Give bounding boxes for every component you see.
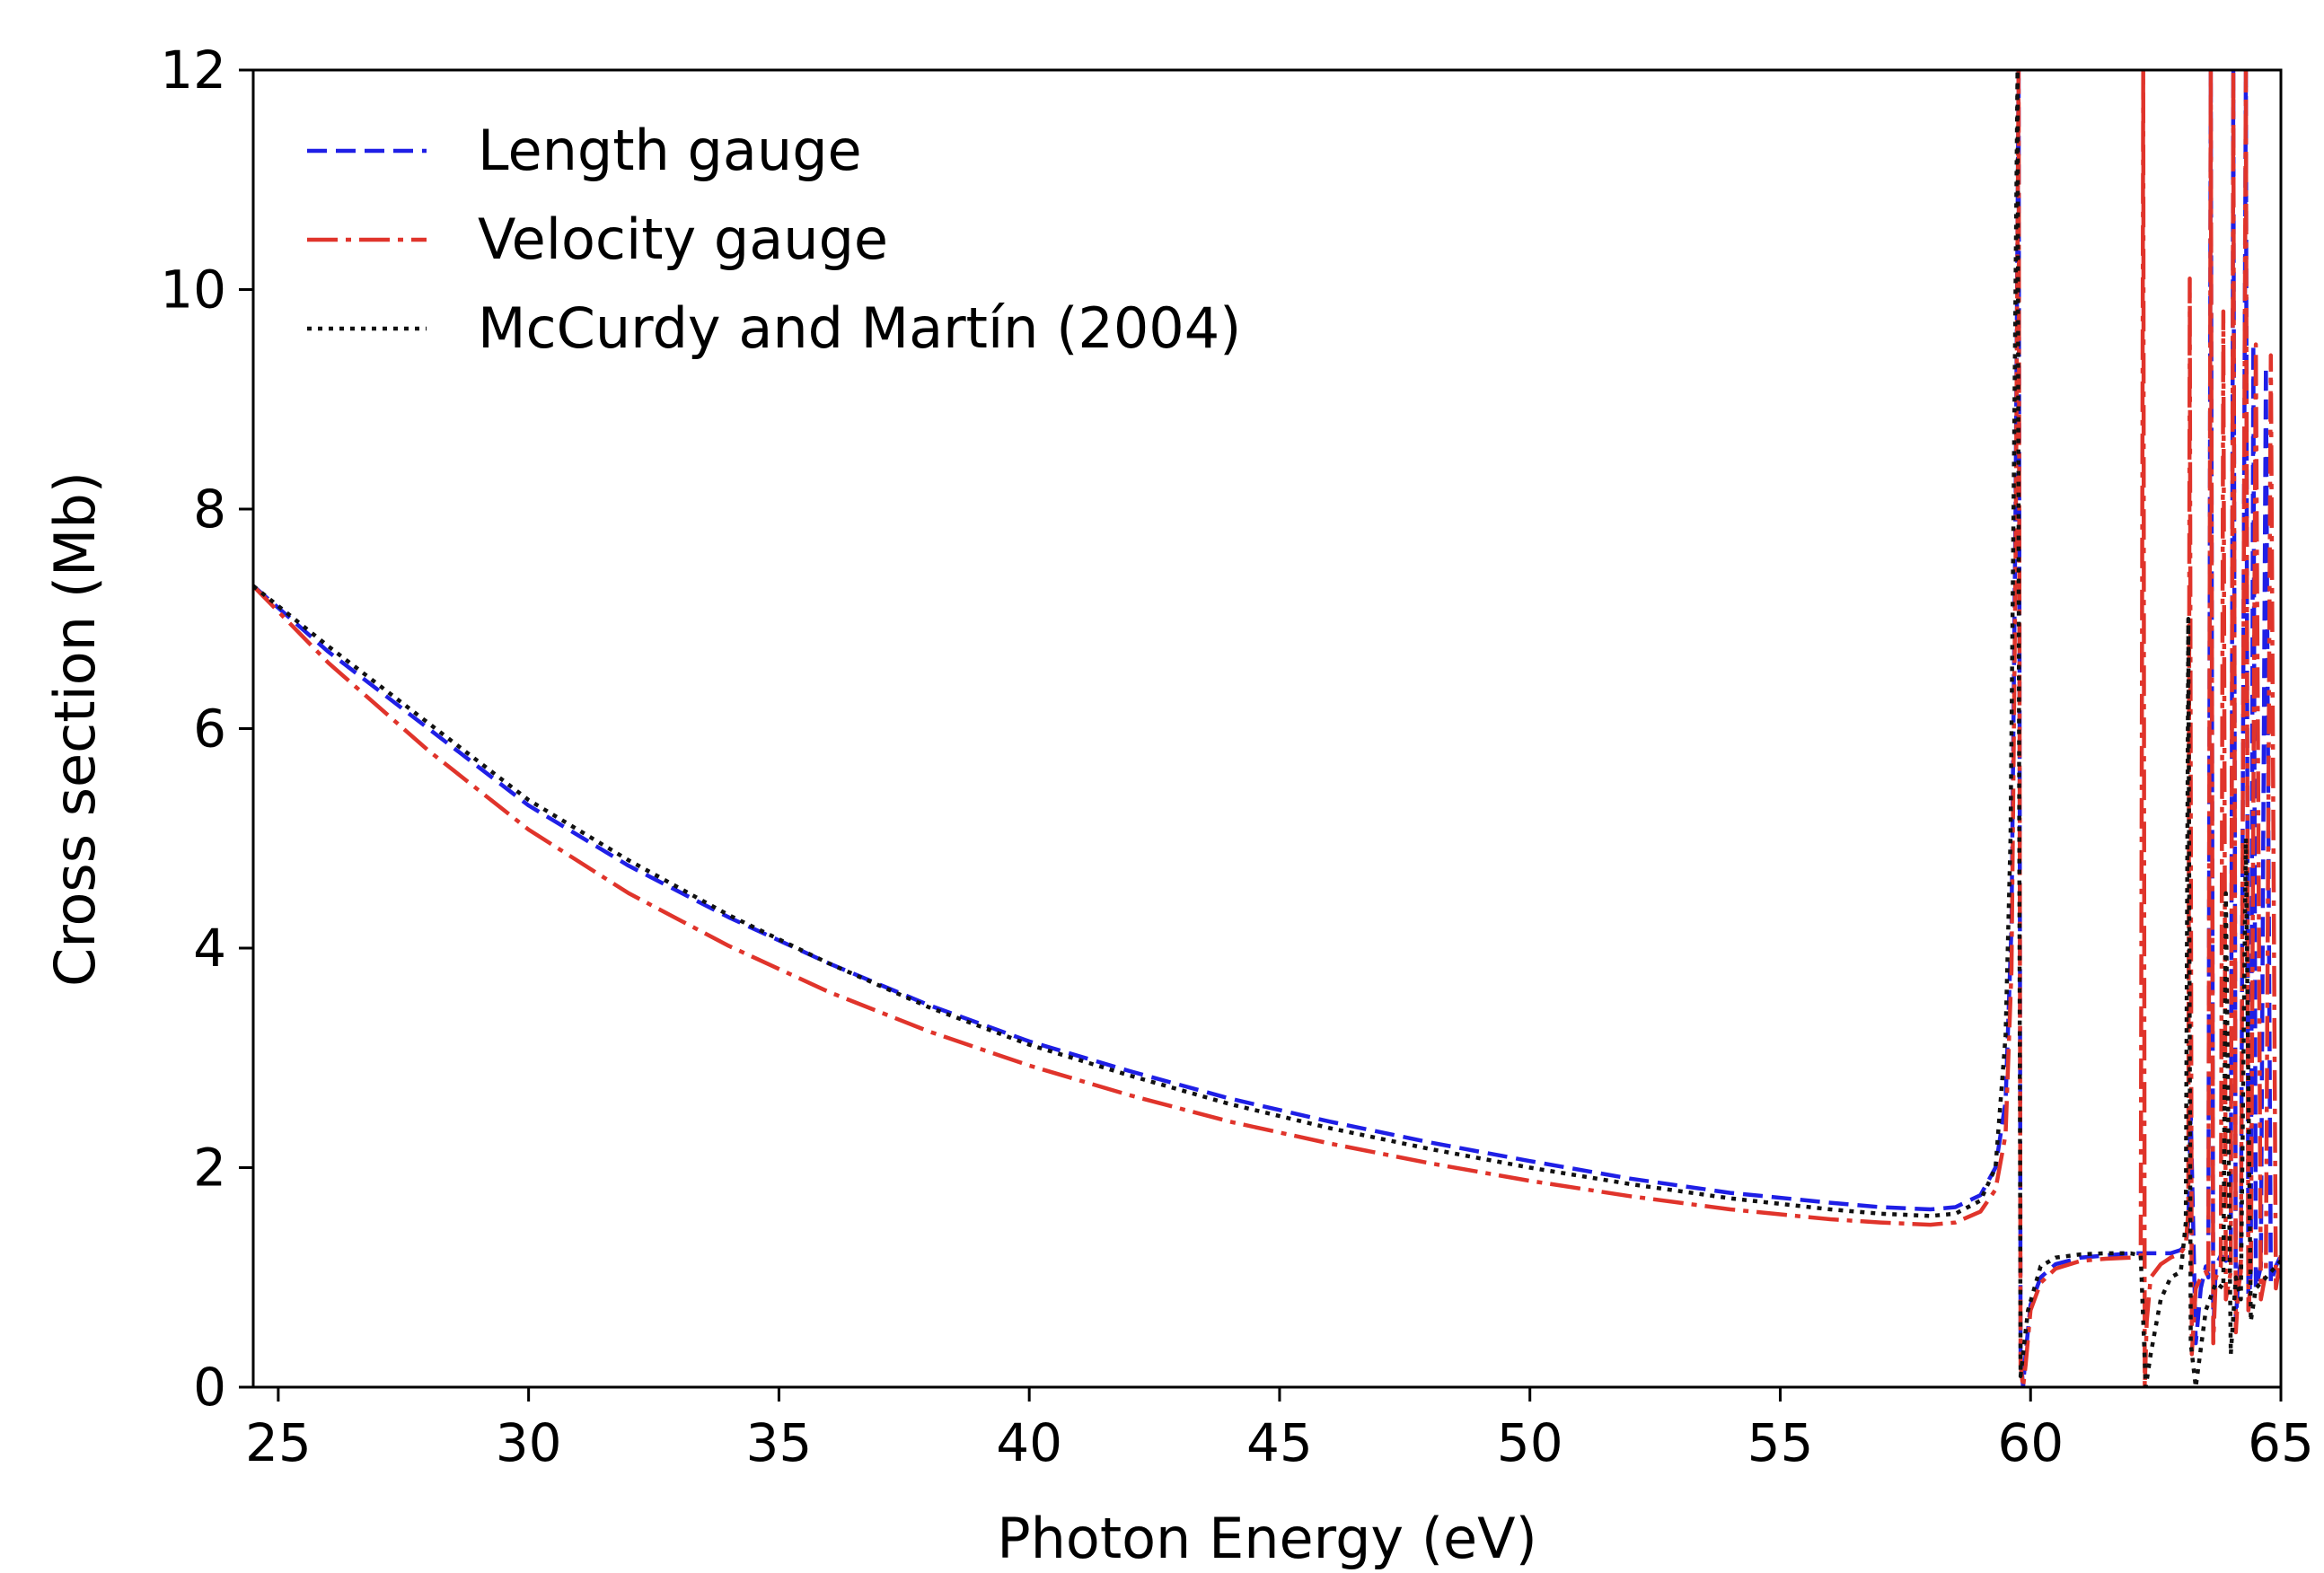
- legend-label: Length gauge: [478, 118, 862, 183]
- series-layer: [253, 70, 2281, 1387]
- x-axis: 25 30 35 40 45 50 55 60 65: [245, 1387, 2314, 1473]
- y-tick-label: 2: [193, 1138, 226, 1199]
- x-tick-label: 35: [746, 1412, 813, 1473]
- y-tick-label: 12: [160, 40, 226, 101]
- x-tick-label: 45: [1246, 1412, 1313, 1473]
- legend-label: McCurdy and Martín (2004): [478, 295, 1241, 361]
- y-tick-label: 0: [193, 1357, 226, 1418]
- y-axis: 0 2 4 6 8 10 12: [160, 40, 253, 1418]
- y-tick-label: 6: [193, 699, 226, 760]
- x-axis-label: Photon Energy (eV): [997, 1506, 1537, 1571]
- legend: Length gauge Velocity gauge McCurdy and Ma…: [307, 118, 1241, 361]
- series-line-3: [253, 70, 2281, 1387]
- x-tick-label: 25: [245, 1412, 312, 1473]
- x-tick-label: 50: [1497, 1412, 1563, 1473]
- y-tick-label: 8: [193, 479, 226, 540]
- x-tick-label: 55: [1747, 1412, 1814, 1473]
- x-tick-label: 40: [996, 1412, 1062, 1473]
- y-tick-label: 4: [193, 918, 226, 979]
- x-tick-label: 30: [496, 1412, 562, 1473]
- x-tick-label: 60: [1997, 1412, 2064, 1473]
- x-tick-label: 65: [2248, 1412, 2314, 1473]
- legend-label: Velocity gauge: [478, 207, 888, 272]
- y-axis-label: Cross section (Mb): [42, 471, 108, 987]
- y-tick-label: 10: [160, 259, 226, 321]
